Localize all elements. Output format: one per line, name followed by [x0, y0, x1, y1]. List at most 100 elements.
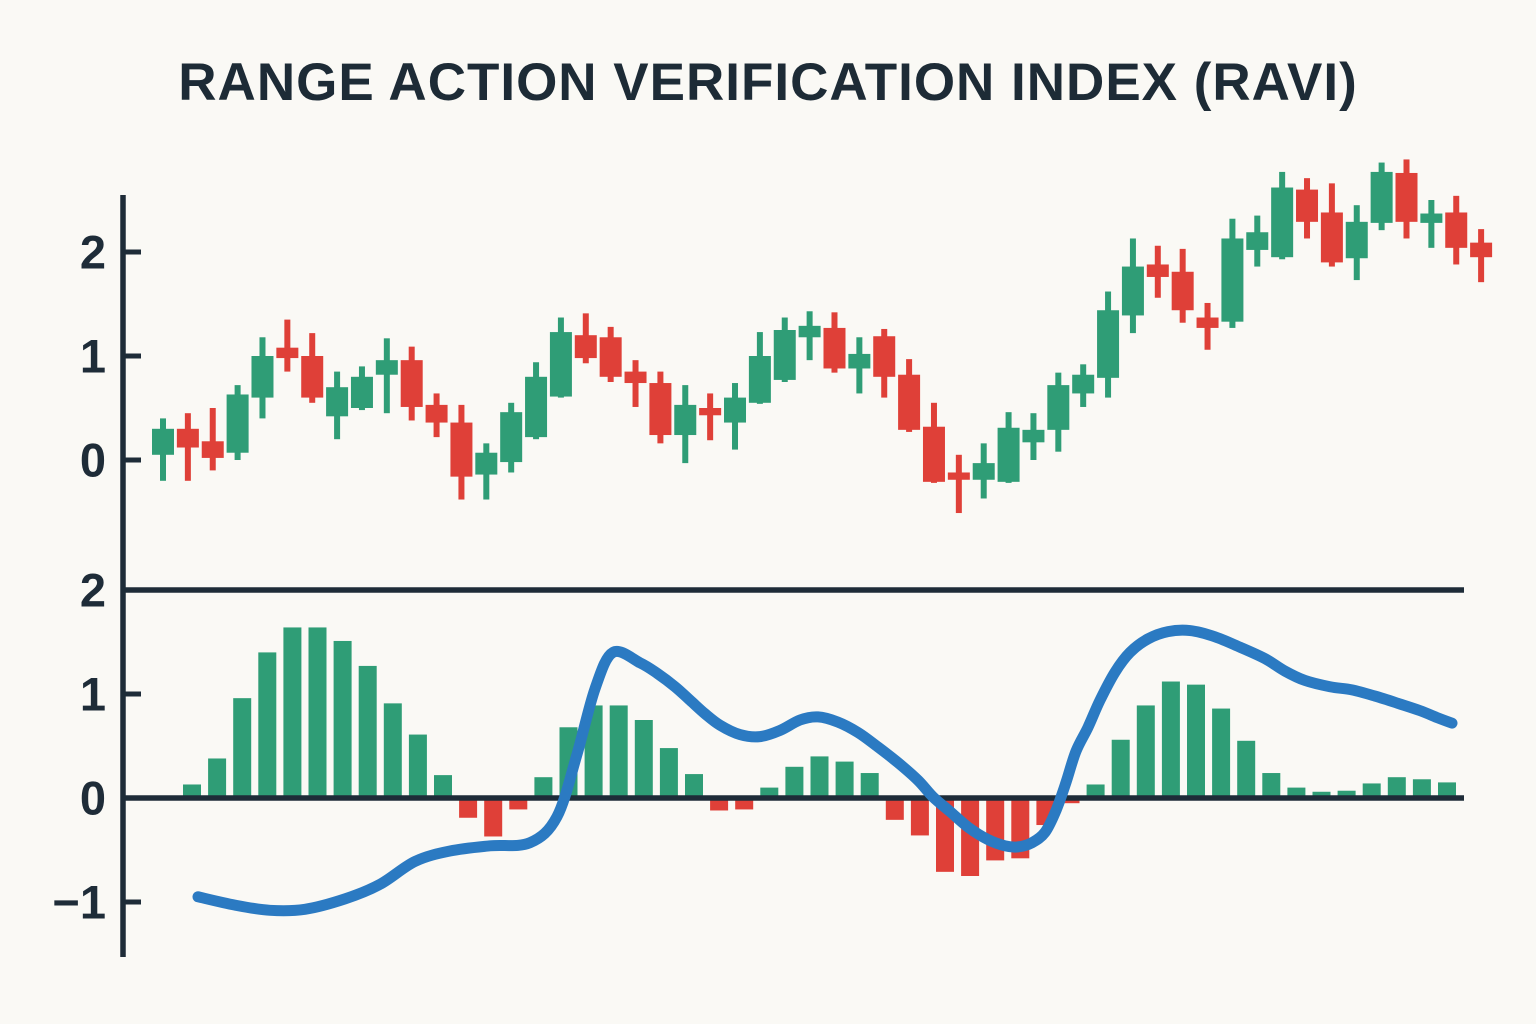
y-tick-label: 0: [80, 434, 106, 487]
candle: [1271, 171, 1294, 260]
gridline: [123, 795, 1464, 801]
histogram-bar: [609, 705, 628, 798]
y-tick-label: 2: [80, 564, 106, 617]
candle: [574, 313, 597, 364]
y-tick-label: 1: [80, 668, 106, 721]
histogram-bar: [484, 798, 503, 837]
histogram-bar: [785, 766, 804, 798]
candle: [549, 317, 572, 398]
candle: [1196, 302, 1219, 350]
candle: [1246, 215, 1269, 267]
candle: [301, 333, 324, 403]
candle: [823, 312, 846, 373]
candle: [624, 360, 647, 407]
candle: [947, 454, 970, 514]
candle: [425, 393, 448, 438]
indicator-panel-ticks: 2 1 0 −1: [52, 564, 1464, 929]
histogram-bar: [986, 798, 1005, 861]
candle: [375, 338, 398, 414]
chart-title: RANGE ACTION VERIFICATION INDEX (RAVI): [178, 53, 1358, 112]
candle: [922, 402, 945, 483]
histogram-bar: [408, 734, 427, 798]
y-tick-label: −1: [52, 876, 106, 929]
candle: [1395, 159, 1418, 239]
candle: [848, 337, 871, 394]
histogram-bar: [434, 775, 452, 798]
candle: [649, 371, 672, 444]
histogram-bar: [383, 703, 402, 798]
gridline: [123, 587, 1464, 593]
histogram-bar: [283, 627, 302, 798]
histogram-bar: [910, 798, 929, 836]
histogram-bar: [1136, 705, 1155, 798]
tick-mark: [123, 249, 141, 255]
histogram-bar: [659, 748, 678, 798]
histogram-bar: [1312, 791, 1331, 798]
histogram-bar: [835, 761, 854, 798]
histogram-bar: [885, 798, 904, 820]
candle: [1171, 248, 1194, 323]
y-axis: [120, 195, 126, 957]
tick-mark: [123, 353, 141, 359]
histogram-bar: [710, 798, 729, 811]
histogram-bar: [258, 652, 277, 798]
candle: [1320, 183, 1343, 267]
candle: [251, 337, 274, 419]
ravi-signal-line-group: [192, 624, 1458, 917]
histogram-bar: [1287, 787, 1306, 798]
candle: [972, 443, 995, 499]
candle: [400, 346, 423, 421]
candle: [674, 385, 697, 464]
histogram-bar: [509, 798, 528, 810]
histogram-bar: [810, 756, 829, 798]
histogram-bar: [333, 640, 352, 798]
y-tick-label: 0: [80, 772, 106, 825]
histogram-bar: [1262, 773, 1281, 798]
histogram-bar: [735, 798, 754, 810]
histogram-bar: [1237, 740, 1256, 798]
candle: [350, 366, 373, 411]
histogram-bar: [1111, 739, 1130, 798]
candle: [450, 404, 473, 500]
histogram-bar: [685, 774, 703, 798]
candle: [1121, 238, 1144, 334]
histogram-bar: [459, 798, 478, 818]
candle: [1047, 372, 1070, 452]
histogram-bar: [208, 758, 227, 798]
histogram-bar: [1187, 684, 1205, 798]
candle: [152, 418, 174, 481]
candle: [1445, 195, 1468, 265]
candle: [1345, 205, 1368, 281]
histogram-bar: [1212, 708, 1231, 798]
histogram-bar: [1362, 783, 1381, 798]
histogram-bar: [634, 720, 653, 798]
candle: [873, 328, 896, 398]
candle: [475, 443, 498, 500]
candle: [699, 393, 722, 441]
candle: [1296, 178, 1319, 239]
histogram-bar: [233, 698, 252, 798]
histogram-bar: [534, 777, 553, 798]
y-axis-line: [120, 195, 126, 957]
candle: [525, 362, 548, 440]
candle: [1370, 162, 1393, 231]
candle: [599, 326, 622, 382]
candle: [1221, 218, 1244, 328]
histogram-bar: [1412, 779, 1431, 798]
candle: [326, 371, 349, 440]
candle: [500, 402, 523, 473]
candle: [1470, 229, 1493, 283]
candle: [201, 408, 224, 471]
histogram-bar: [183, 784, 201, 798]
histogram-bar: [961, 798, 980, 876]
tick-mark: [123, 899, 141, 905]
histogram-bar: [860, 773, 879, 798]
candle: [773, 317, 796, 382]
histogram-bar: [760, 787, 779, 798]
histogram-bar: [1438, 782, 1456, 798]
candle: [997, 412, 1020, 483]
tick-mark: [123, 457, 141, 463]
tick-mark: [123, 691, 141, 697]
candle: [748, 332, 771, 404]
candlestick-series: [152, 159, 1493, 514]
